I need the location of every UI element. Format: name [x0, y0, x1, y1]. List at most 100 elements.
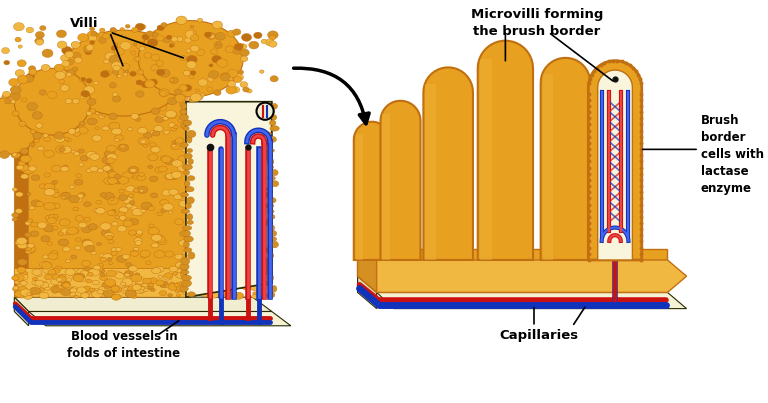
Ellipse shape [180, 258, 190, 265]
Ellipse shape [134, 108, 143, 114]
Ellipse shape [123, 220, 133, 227]
Ellipse shape [212, 56, 221, 63]
Ellipse shape [187, 214, 193, 220]
Ellipse shape [28, 166, 37, 171]
Ellipse shape [152, 33, 159, 37]
Ellipse shape [106, 235, 113, 240]
Ellipse shape [233, 73, 243, 81]
Ellipse shape [73, 131, 81, 136]
Ellipse shape [163, 204, 174, 211]
Ellipse shape [20, 148, 28, 154]
Ellipse shape [131, 206, 137, 210]
Ellipse shape [131, 295, 137, 298]
Ellipse shape [39, 184, 46, 189]
Ellipse shape [181, 275, 191, 280]
Ellipse shape [23, 75, 34, 83]
Ellipse shape [59, 219, 70, 226]
Ellipse shape [156, 35, 164, 41]
Ellipse shape [133, 43, 137, 46]
Ellipse shape [58, 239, 68, 246]
Ellipse shape [38, 222, 47, 229]
Ellipse shape [227, 81, 236, 87]
Ellipse shape [74, 179, 83, 185]
Ellipse shape [31, 137, 40, 143]
Ellipse shape [143, 203, 152, 209]
Ellipse shape [48, 214, 58, 220]
Ellipse shape [154, 251, 165, 258]
Ellipse shape [187, 136, 192, 143]
Ellipse shape [135, 23, 145, 31]
Ellipse shape [182, 164, 193, 170]
Ellipse shape [93, 266, 103, 272]
Polygon shape [358, 276, 376, 309]
Ellipse shape [134, 247, 139, 251]
Ellipse shape [63, 165, 68, 168]
Ellipse shape [136, 230, 143, 235]
Ellipse shape [157, 235, 163, 239]
Polygon shape [356, 134, 362, 260]
Ellipse shape [128, 230, 137, 235]
Ellipse shape [238, 70, 243, 74]
Ellipse shape [121, 287, 132, 294]
Ellipse shape [65, 232, 71, 235]
Ellipse shape [238, 268, 243, 271]
Ellipse shape [76, 174, 81, 178]
Ellipse shape [171, 37, 177, 42]
Ellipse shape [35, 280, 44, 286]
Ellipse shape [181, 209, 190, 214]
Ellipse shape [102, 282, 112, 289]
Ellipse shape [0, 151, 9, 158]
Ellipse shape [222, 291, 230, 296]
Ellipse shape [78, 193, 85, 197]
Ellipse shape [92, 110, 98, 114]
Ellipse shape [27, 73, 35, 79]
Ellipse shape [268, 137, 276, 142]
Ellipse shape [50, 113, 56, 117]
Ellipse shape [12, 108, 23, 116]
Polygon shape [354, 122, 390, 260]
Ellipse shape [111, 128, 121, 135]
Ellipse shape [65, 108, 76, 116]
Ellipse shape [62, 30, 186, 116]
Ellipse shape [112, 96, 121, 102]
Ellipse shape [24, 272, 28, 275]
Ellipse shape [12, 287, 18, 291]
Ellipse shape [222, 267, 228, 271]
Polygon shape [15, 297, 28, 326]
Ellipse shape [59, 274, 66, 279]
Ellipse shape [71, 150, 75, 153]
Ellipse shape [69, 185, 74, 189]
Ellipse shape [78, 149, 84, 153]
Ellipse shape [25, 233, 31, 237]
Ellipse shape [188, 285, 193, 289]
Text: Brush
border
cells with
lactase
enzyme: Brush border cells with lactase enzyme [701, 114, 764, 195]
Ellipse shape [169, 266, 178, 272]
Ellipse shape [157, 212, 162, 216]
Ellipse shape [29, 135, 38, 140]
Ellipse shape [67, 111, 72, 115]
Ellipse shape [41, 281, 47, 285]
Ellipse shape [168, 123, 175, 127]
Ellipse shape [103, 253, 112, 260]
Ellipse shape [114, 289, 118, 292]
Ellipse shape [67, 120, 72, 124]
Ellipse shape [43, 225, 54, 232]
Ellipse shape [81, 289, 88, 293]
Ellipse shape [127, 264, 133, 268]
Ellipse shape [271, 43, 276, 47]
Ellipse shape [187, 148, 193, 153]
Ellipse shape [20, 289, 31, 296]
Ellipse shape [160, 282, 169, 288]
Ellipse shape [240, 49, 250, 56]
Ellipse shape [35, 123, 42, 128]
Ellipse shape [74, 274, 84, 281]
Ellipse shape [63, 283, 71, 288]
Ellipse shape [128, 194, 134, 197]
Ellipse shape [189, 75, 194, 79]
Ellipse shape [84, 202, 91, 207]
Ellipse shape [155, 101, 160, 104]
Ellipse shape [186, 49, 191, 53]
Ellipse shape [221, 280, 226, 283]
Ellipse shape [95, 111, 100, 114]
Ellipse shape [48, 270, 56, 275]
